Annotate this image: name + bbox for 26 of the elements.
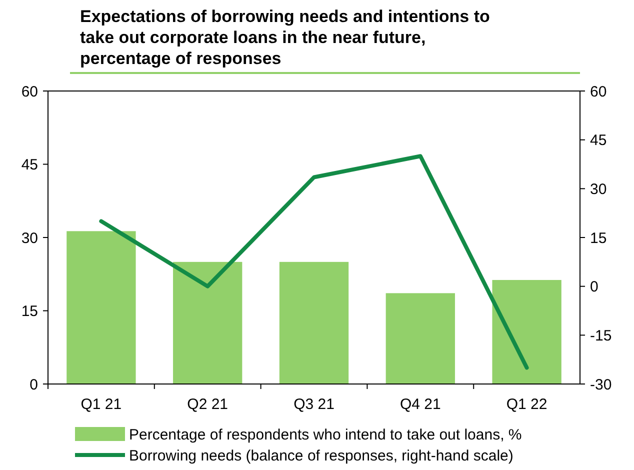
line-series xyxy=(99,154,529,370)
bar xyxy=(173,262,242,384)
y2-tick-label: -30 xyxy=(590,376,612,394)
y-tick-label: 60 xyxy=(21,83,38,100)
chart-title: Expectations of borrowing needs and intentions to take out corporate loans in the near future, percentage of responses xyxy=(80,7,490,68)
x-tick-label: Q1 21 xyxy=(80,396,122,413)
y-tick-label: 45 xyxy=(21,156,38,174)
bar xyxy=(279,262,349,384)
y-tick-label: 30 xyxy=(21,230,38,247)
x-tick-label: Q1 22 xyxy=(506,396,548,413)
bar xyxy=(386,293,455,384)
y2-tick-label: 0 xyxy=(590,278,598,296)
y2-tick-label: 15 xyxy=(590,230,607,247)
bar xyxy=(492,280,562,384)
legend-label: Borrowing needs (balance of responses, right-hand scale) xyxy=(129,447,514,464)
y2-tick-label: 60 xyxy=(590,83,607,100)
y-tick-label: 15 xyxy=(21,303,38,320)
legend-label: Percentage of respondents who intend to take out loans, % xyxy=(129,426,522,444)
x-tick-label: Q3 21 xyxy=(294,396,334,413)
bar xyxy=(66,231,136,384)
x-tick-label: Q2 21 xyxy=(187,396,228,413)
x-tick-label: Q4 21 xyxy=(400,396,441,413)
y-tick-label: 0 xyxy=(30,376,38,394)
y2-tick-label: 45 xyxy=(590,132,607,150)
y2-tick-label: -15 xyxy=(590,327,612,344)
y2-tick-label: 30 xyxy=(590,180,607,198)
